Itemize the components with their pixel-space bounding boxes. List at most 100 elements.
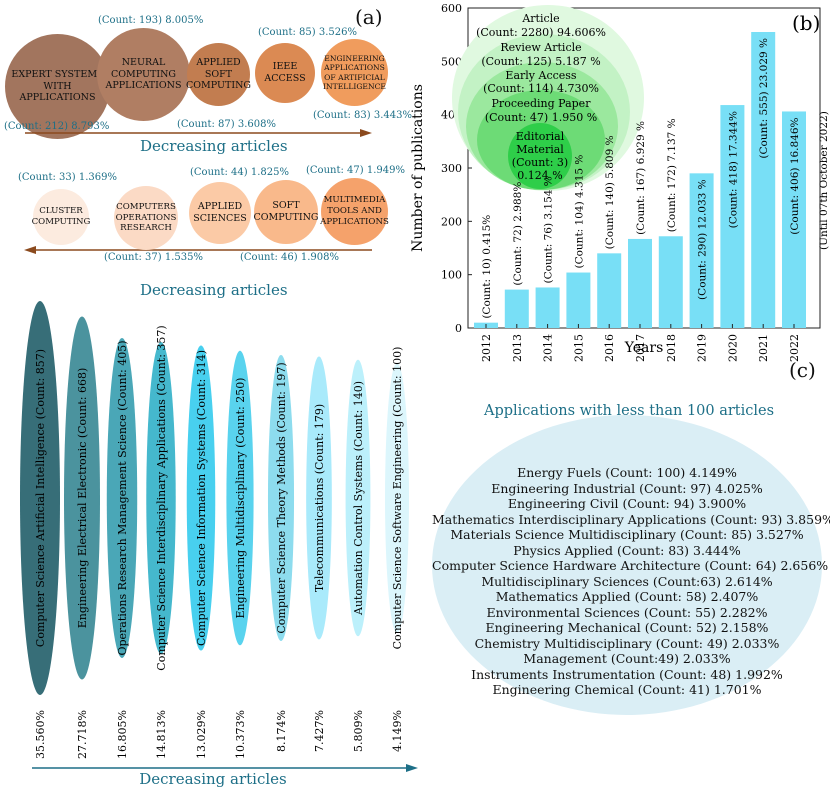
- journal-circle: NEURAL COMPUTING APPLICATIONS: [97, 28, 190, 121]
- category-ellipse: [20, 301, 60, 695]
- category-label: Telecommunications (Count: 179): [313, 404, 326, 592]
- bar-data-label: (Count: 167) 6.929 %: [635, 121, 647, 235]
- journal-name: SOFT COMPUTING: [253, 200, 319, 223]
- bar-data-label: (Count: 555) 23.029 %: [758, 38, 770, 159]
- x-tick-label: 2020: [726, 334, 739, 362]
- category-percent: 10.373%: [234, 710, 247, 759]
- decreasing-label: Decreasing articles: [140, 137, 288, 155]
- journal-circle: IEEE ACCESS: [255, 43, 315, 103]
- category-ellipse: [63, 316, 101, 680]
- application-item: Instruments Instrumentation (Count: 48) …: [471, 666, 783, 682]
- x-tick-label: 2019: [696, 334, 709, 362]
- x-tick-label: 2017: [634, 334, 647, 362]
- journal-circle: SOFT COMPUTING: [253, 180, 319, 244]
- decreasing-label: Decreasing articles: [140, 281, 288, 299]
- journal-circle: ENGINEERING APPLICATIONS OF ARTIFICIAL I…: [321, 39, 388, 106]
- journal-name: APPLIED SCIENCES: [193, 201, 247, 224]
- bar-data-label: (Count: 10) 0.415%: [481, 215, 493, 319]
- category-label: Operations Research Management Science (…: [116, 340, 129, 655]
- application-item: Multidisciplinary Sciences (Count:63) 2.…: [481, 573, 773, 589]
- count-label: (Count: 193) 8.005%: [98, 15, 204, 26]
- application-item: Engineering Civil (Count: 94) 3.900%: [507, 496, 747, 511]
- x-tick-label: 2012: [480, 334, 493, 362]
- application-item: Engineering Mechanical (Count: 52) 2.158…: [485, 620, 769, 635]
- bar: [782, 111, 806, 328]
- journal-name: MULTIMEDIA TOOLS AND APPLICATIONS: [320, 195, 389, 227]
- category-ellipse: [385, 363, 409, 633]
- category-percent: 14.813%: [155, 710, 168, 759]
- y-tick-label: 200: [441, 215, 462, 228]
- journal-circle: APPLIED SCIENCES: [189, 182, 251, 244]
- panel-a-label: (a): [355, 5, 383, 29]
- bar: [566, 272, 591, 328]
- y-tick-label: 0: [455, 322, 462, 335]
- application-item: Chemistry Multidisciplinary (Count: 49) …: [474, 635, 780, 651]
- doc-type-label: Early Access: [505, 69, 576, 82]
- doc-type-count: (Count: 47) 1.950 %: [485, 111, 597, 124]
- y-tick-label: 100: [441, 269, 462, 282]
- bar-data-label: (Count: 76) 3.154 %: [543, 176, 555, 283]
- doc-type-count: (Count: 3): [512, 156, 568, 169]
- count-label: (Count: 37) 1.535%: [104, 252, 203, 263]
- x-tick-label: 2018: [665, 334, 678, 362]
- category-ellipse: [186, 345, 216, 651]
- arrow-left-head: [24, 246, 36, 254]
- x-tick-label: 2013: [511, 334, 524, 362]
- doc-type-label: Proceeding Paper: [492, 97, 592, 110]
- y-tick-label: 600: [441, 2, 462, 15]
- application-item: Mathematics Interdisciplinary Applicatio…: [432, 511, 830, 527]
- doc-type-count: (Count: 114) 4.730%: [483, 82, 599, 95]
- doc-type-count: (Count: 2280) 94.606%: [476, 26, 606, 39]
- doc-type-count: 0.124 %: [517, 169, 562, 182]
- category-label: Automation Control Systems (Count: 140): [352, 381, 365, 616]
- x-tick-label: 2014: [542, 334, 555, 362]
- application-item: Environmental Sciences (Count: 55) 2.282…: [486, 604, 768, 620]
- category-percent: 27.718%: [76, 710, 89, 759]
- category-label: Computer Science Information Systems (Co…: [195, 350, 208, 646]
- x-tick-label: 2022: [788, 334, 801, 362]
- category-ellipse: [146, 341, 176, 655]
- category-arrow-head: [406, 764, 418, 772]
- journal-name: CLUSTER COMPUTING: [31, 206, 91, 227]
- application-item: Engineering Chemical (Count: 41) 1.701%: [492, 682, 762, 697]
- bar-data-label: (Count: 140) 5.809 %: [604, 135, 616, 249]
- category-label: Engineering Electrical Electronic (Count…: [76, 368, 89, 629]
- category-percent: 8.174%: [275, 710, 288, 752]
- panel-c-ellipse: [432, 415, 822, 715]
- x-tick-label: 2021: [757, 334, 770, 362]
- panel-b-label: (b): [792, 11, 820, 35]
- category-percent: 16.805%: [116, 710, 129, 759]
- application-item: Management (Count:49) 2.033%: [523, 651, 731, 666]
- bar: [751, 32, 776, 328]
- arrow-right-head: [360, 129, 372, 137]
- journal-circle: COMPUTERS OPERATIONS RESEARCH: [114, 186, 178, 250]
- doc-type-label: Review Article: [500, 41, 581, 54]
- category-label: Computer Science Artificial Intelligence…: [34, 349, 47, 647]
- bar-data-label: (Count: 406) 16.846%: [789, 117, 801, 234]
- category-label: Computer Science Theory Methods (Count: …: [275, 362, 288, 633]
- journal-name: IEEE ACCESS: [264, 61, 306, 84]
- x-axis-label: Years: [624, 340, 664, 356]
- category-label: Computer Science Software Engineering (C…: [391, 347, 404, 650]
- bar: [689, 173, 714, 328]
- journal-name: APPLIED SOFT COMPUTING: [186, 56, 252, 92]
- bar-data-label: (Count: 172) 7.137 %: [666, 118, 678, 232]
- journal-name: ENGINEERING APPLICATIONS OF ARTIFICIAL I…: [323, 53, 386, 91]
- panel-a-arrows: [24, 129, 372, 254]
- journal-name: EXPERT SYSTEMS WITH APPLICATIONS: [11, 68, 104, 104]
- bar-data-label: (Count: 418) 17.344%: [727, 111, 739, 228]
- category-ellipse: [226, 350, 254, 646]
- bar-data-label: (Count: 72) 2.988%: [512, 182, 524, 286]
- y-axis-label: Number of publications: [410, 84, 426, 252]
- category-percent: 7.427%: [313, 710, 326, 752]
- journal-name: NEURAL COMPUTING APPLICATIONS: [105, 56, 182, 92]
- count-label: (Count: 47) 1.949%: [306, 165, 405, 176]
- count-label: (Count: 85) 3.526%: [258, 27, 357, 38]
- bar: [720, 105, 745, 328]
- panel-c-title: Applications with less than 100 articles: [484, 403, 775, 419]
- y-tick-label: 300: [441, 162, 462, 175]
- journal-circle: EXPERT SYSTEMS WITH APPLICATIONS: [5, 34, 110, 139]
- journal-circle: APPLIED SOFT COMPUTING: [186, 43, 252, 106]
- count-label: (Count: 212) 8.793%: [4, 121, 110, 132]
